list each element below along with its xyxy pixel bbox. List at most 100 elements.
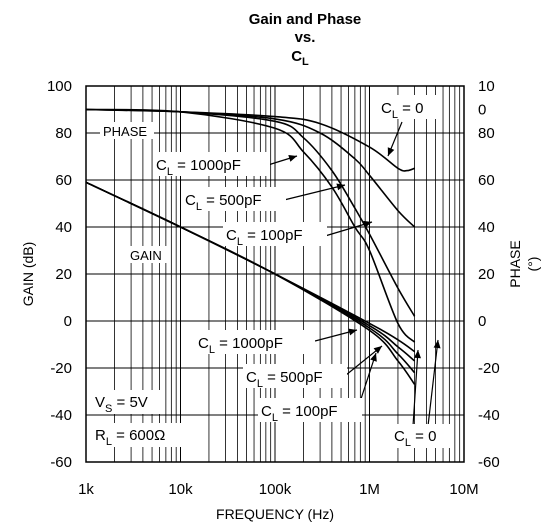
gain-curve-c-l-1000pf	[85, 181, 416, 385]
label-vs-main: V	[95, 394, 105, 411]
chart-title-line1: Gain and Phase	[249, 11, 362, 28]
label-vs-bg	[92, 390, 162, 414]
label-phase-cl1000-rest: = 1000pF	[173, 157, 241, 174]
y-right-tick-label: 80	[478, 125, 495, 142]
y-right-tick-label: -60	[478, 454, 500, 471]
data-curves	[85, 108, 416, 385]
arrow-gain-cl0-a-line	[412, 349, 419, 427]
label-rl-sub: L	[106, 436, 112, 448]
arrow-gain-cl0-a-head	[414, 350, 421, 359]
y-axis-right-unit: (°)	[525, 257, 541, 272]
y-right-tick-label: 60	[478, 172, 495, 189]
label-phase-cl500-main: C	[185, 192, 196, 209]
label-gain-cl0-main: C	[394, 428, 405, 445]
y-left-tick-label: 100	[47, 78, 72, 95]
label-phase-cl1000-bg	[153, 152, 270, 176]
arrow-phase-cl500-head	[336, 183, 345, 191]
label-phase-cl100-sub: L	[237, 236, 243, 248]
plot-frame	[85, 85, 465, 463]
label-gain-cl500-bg	[243, 364, 347, 388]
label-rl-rest: = 600Ω	[112, 427, 165, 444]
chart-title-main: C	[291, 48, 302, 65]
label-gain-cl1000-bg	[195, 330, 315, 354]
gain-label-bg	[126, 246, 170, 263]
y-right-tick-label: 0	[478, 313, 486, 330]
label-phase-cl500-rest: = 500pF	[202, 192, 262, 209]
label-phase-cl1000: CL = 1000pF	[156, 157, 241, 178]
chart-title-line3: CL	[291, 48, 309, 68]
phase-curve-c-l-1000pf	[85, 108, 416, 343]
label-vs: VS = 5V	[95, 394, 148, 415]
label-gain-cl1000-main: C	[198, 335, 209, 352]
arrow-gain-cl100-head	[370, 353, 377, 362]
arrow-phase-cl500-line	[283, 184, 346, 201]
label-gain-cl1000: CL = 1000pF	[198, 335, 283, 356]
y-left-tick-label: 80	[55, 125, 72, 142]
label-phase-cl100-main: C	[226, 227, 237, 244]
label-gain-cl500: CL = 500pF	[246, 369, 323, 390]
arrow-gain-cl500-head	[373, 346, 382, 354]
label-gain-cl500-main: C	[246, 369, 257, 386]
label-gain-cl100-rest: = 100pF	[278, 403, 338, 420]
label-gain-cl1000-rest: = 1000pF	[215, 335, 283, 352]
chart-title-line2: vs.	[295, 29, 316, 46]
y-left-tick-label: 40	[55, 219, 72, 236]
y-left-tick-label: -40	[50, 407, 72, 424]
y-left-tick-label: 60	[55, 172, 72, 189]
y-axis-right-label: PHASE	[507, 240, 523, 287]
label-phase-cl100: CL = 100pF	[226, 227, 303, 248]
x-tick-label: 1M	[359, 481, 380, 498]
tick-labels: 1k 10k 100k 1M 10M100806040200-20-40-6010080…	[47, 78, 500, 498]
arrow-gain-cl0-b-head	[433, 340, 441, 349]
y-left-tick-label: 0	[64, 313, 72, 330]
arrow-phase-cl100-line	[324, 221, 373, 237]
phase-label: PHASE	[103, 124, 147, 139]
label-gain-cl1000-sub: L	[209, 344, 215, 356]
label-phase-cl500-sub: L	[196, 201, 202, 213]
gain-label: GAIN	[130, 248, 162, 263]
y-left-tick-label: 20	[55, 266, 72, 283]
arrow-gain-cl0-b-line	[427, 339, 439, 427]
label-vs-sub: S	[105, 403, 112, 415]
label-phase-cl1000-sub: L	[167, 166, 173, 178]
y-axis-left-label: GAIN (dB)	[20, 242, 36, 307]
y-right-tick-label: -40	[478, 407, 500, 424]
label-rl: RL = 600Ω	[95, 427, 165, 448]
y-right-tick-label: 20	[478, 266, 495, 283]
label-vs-rest: = 5V	[112, 394, 147, 411]
label-phase-cl500-bg	[182, 187, 286, 211]
label-gain-cl500-sub: L	[257, 378, 263, 390]
y-right-tick-label: 0	[478, 102, 486, 119]
label-gain-cl0-rest: = 0	[411, 428, 436, 445]
label-phase-cl1000-main: C	[156, 157, 167, 174]
phase-label-bg	[100, 122, 154, 139]
x-tick-label: 10k	[168, 481, 193, 498]
y-right-tick-label: -20	[478, 360, 500, 377]
label-phase-cl0-sub: L	[392, 109, 398, 121]
label-phase-cl0-rest: = 0	[398, 100, 423, 117]
x-tick-label: 100k	[259, 481, 292, 498]
label-gain-cl0-bg	[392, 424, 454, 448]
label-phase-cl0-main: C	[381, 100, 392, 117]
label-gain-cl0: CL = 0	[394, 428, 436, 449]
label-phase-cl100-rest: = 100pF	[243, 227, 303, 244]
annotation-arrows	[267, 121, 441, 427]
arrow-phase-cl100-head	[363, 220, 372, 228]
x-tick-label: 10M	[449, 481, 478, 498]
label-gain-cl100-sub: L	[272, 412, 278, 424]
y-right-tick-label: 10	[478, 78, 495, 95]
arrow-gain-cl1000-head	[348, 328, 357, 336]
x-axis-label: FREQUENCY (Hz)	[216, 506, 334, 522]
x-tick-label: 1k	[78, 481, 94, 498]
y-left-tick-label: -60	[50, 454, 72, 471]
label-phase-cl100-bg	[223, 222, 327, 246]
label-rl-main: R	[95, 427, 106, 444]
label-gain-cl100-main: C	[261, 403, 272, 420]
label-gain-cl500-rest: = 500pF	[263, 369, 323, 386]
arrow-phase-cl0-head	[387, 147, 395, 156]
label-phase-cl0: CL = 0	[381, 100, 423, 121]
label-phase-cl500: CL = 500pF	[185, 192, 262, 213]
label-gain-cl100: CL = 100pF	[261, 403, 338, 424]
label-phase-cl0-bg	[378, 95, 438, 119]
